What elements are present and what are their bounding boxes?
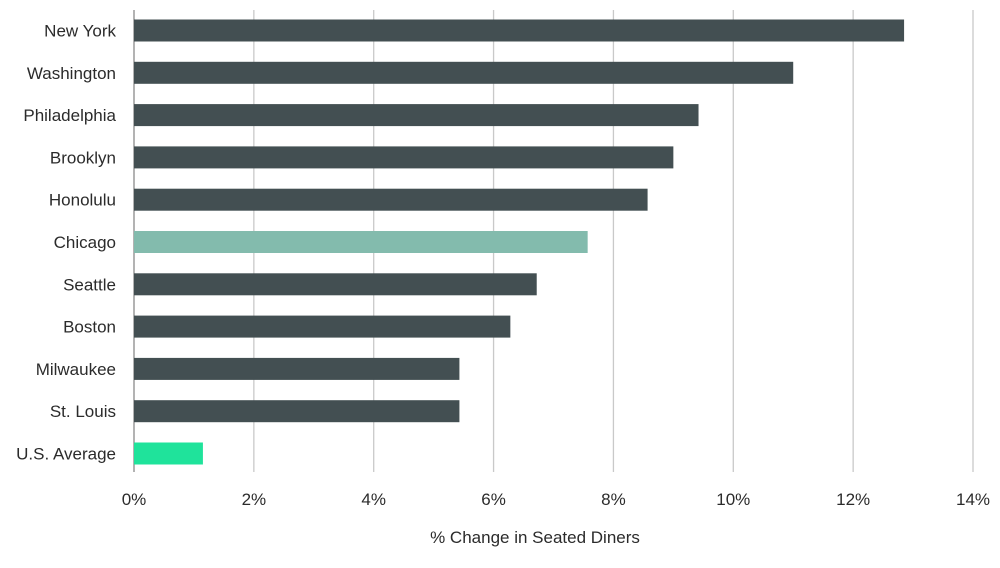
bar-seattle: [134, 273, 537, 296]
category-label: St. Louis: [50, 402, 116, 421]
x-tick-label: 2%: [242, 490, 267, 509]
x-tick-label: 10%: [716, 490, 750, 509]
bar-honolulu: [134, 188, 648, 211]
x-tick-label: 4%: [361, 490, 386, 509]
category-label: New York: [44, 22, 116, 41]
bar-chicago: [134, 231, 588, 253]
bar-brooklyn: [134, 146, 674, 169]
category-label: Philadelphia: [23, 106, 116, 125]
x-tick-labels: 0% 2% 4% 6% 8% 10% 12% 14%: [122, 490, 990, 509]
category-label: Brooklyn: [50, 148, 116, 167]
x-axis-title: % Change in Seated Diners: [430, 528, 640, 547]
category-label: Washington: [27, 64, 116, 83]
x-tick-label: 8%: [601, 490, 626, 509]
category-labels: New York Washington Philadelphia Brooklyn Ho…: [16, 22, 116, 464]
category-label: Chicago: [54, 233, 116, 252]
bar-new-york: [134, 19, 905, 42]
x-tick-label: 12%: [836, 490, 870, 509]
x-tick-label: 14%: [956, 490, 990, 509]
category-label: Honolulu: [49, 191, 116, 210]
bar-washington: [134, 61, 794, 84]
x-tick-label: 6%: [481, 490, 506, 509]
category-label: U.S. Average: [16, 445, 116, 464]
bar-u-s-average: [134, 442, 203, 465]
bars: [134, 19, 905, 465]
category-label: Boston: [63, 318, 116, 337]
bar-philadelphia: [134, 104, 699, 127]
bar-milwaukee: [134, 357, 460, 380]
bar-boston: [134, 315, 511, 338]
category-label: Seattle: [63, 275, 116, 294]
category-label: Milwaukee: [36, 360, 116, 379]
x-tick-label: 0%: [122, 490, 147, 509]
bar-st-louis: [134, 400, 460, 423]
